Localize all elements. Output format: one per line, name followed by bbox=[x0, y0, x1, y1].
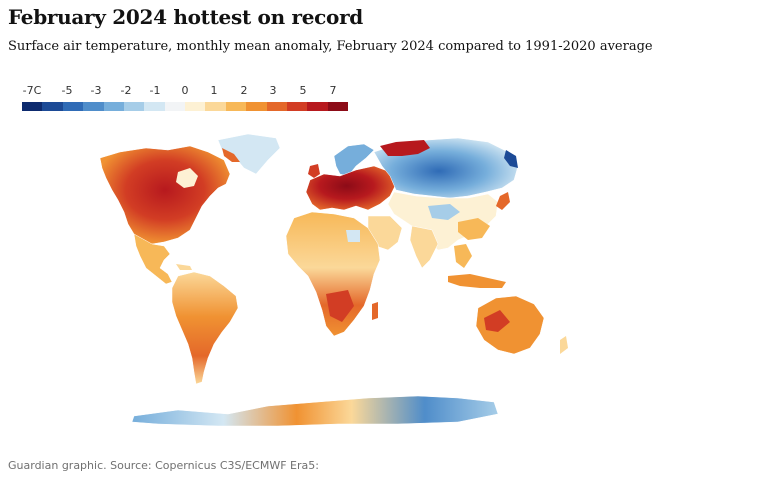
region-arctic-russia-warm bbox=[380, 140, 430, 156]
region-australia-hot bbox=[484, 310, 510, 332]
region-scandinavia bbox=[333, 143, 375, 177]
legend-label: 3 bbox=[269, 84, 277, 97]
legend-swatch bbox=[144, 102, 165, 111]
region-uk bbox=[308, 164, 320, 178]
region-tibet-cold bbox=[428, 204, 460, 220]
legend-swatch bbox=[266, 102, 287, 111]
legend-label: 7 bbox=[329, 84, 337, 97]
region-australia bbox=[475, 295, 545, 355]
legend-label: 5 bbox=[299, 84, 307, 97]
region-hudson-bay bbox=[176, 168, 198, 188]
legend-swatch bbox=[327, 102, 348, 111]
region-far-east-cold bbox=[504, 150, 518, 168]
region-caribbean bbox=[176, 264, 192, 270]
legend-label: -5 bbox=[61, 84, 73, 97]
legend-swatch bbox=[83, 102, 104, 111]
legend-label: -2 bbox=[120, 84, 132, 97]
legend-swatch bbox=[205, 102, 226, 111]
legend-swatch bbox=[103, 102, 124, 111]
region-south-america bbox=[171, 271, 239, 385]
chart-subtitle: Surface air temperature, monthly mean an… bbox=[8, 39, 653, 54]
legend-swatch bbox=[42, 102, 63, 111]
color-legend: -7C -5 -3 -2 -1 0 1 2 3 5 7 bbox=[22, 84, 348, 114]
region-north-america bbox=[99, 145, 231, 245]
legend-labels: -7C -5 -3 -2 -1 0 1 2 3 5 7 bbox=[22, 84, 348, 98]
legend-swatch bbox=[185, 102, 206, 111]
legend-swatch bbox=[123, 102, 145, 111]
region-africa bbox=[285, 211, 381, 337]
region-india bbox=[409, 225, 439, 269]
world-anomaly-map bbox=[99, 133, 568, 427]
legend-label: 1 bbox=[210, 84, 218, 97]
legend-label: 2 bbox=[240, 84, 248, 97]
legend-label: 0 bbox=[181, 84, 189, 97]
region-china-warm bbox=[458, 218, 490, 240]
legend-swatch bbox=[164, 102, 185, 111]
legend-label: -1 bbox=[149, 84, 161, 97]
legend-swatch bbox=[62, 102, 84, 111]
source-note: Guardian graphic. Source: Copernicus C3S… bbox=[8, 459, 319, 472]
region-europe bbox=[305, 165, 397, 211]
region-antarctica bbox=[131, 395, 499, 427]
legend-label: -7C bbox=[22, 84, 42, 97]
region-southeast-asia bbox=[454, 244, 472, 268]
region-indonesia bbox=[448, 274, 506, 288]
region-mexico bbox=[133, 233, 173, 285]
legend-swatch bbox=[225, 102, 247, 111]
legend-swatch bbox=[22, 102, 43, 111]
region-greenland-warm bbox=[222, 148, 240, 162]
legend-swatch bbox=[246, 102, 267, 111]
chart-title: February 2024 hottest on record bbox=[8, 5, 363, 29]
legend-color-bar bbox=[22, 102, 348, 111]
region-japan bbox=[496, 192, 510, 210]
region-madagascar bbox=[372, 302, 378, 320]
legend-label: -3 bbox=[90, 84, 102, 97]
region-southern-africa-warm bbox=[326, 290, 354, 322]
region-new-zealand bbox=[560, 336, 568, 354]
legend-swatch bbox=[307, 102, 328, 111]
legend-swatch bbox=[286, 102, 308, 111]
region-sahara-cool bbox=[346, 230, 360, 242]
